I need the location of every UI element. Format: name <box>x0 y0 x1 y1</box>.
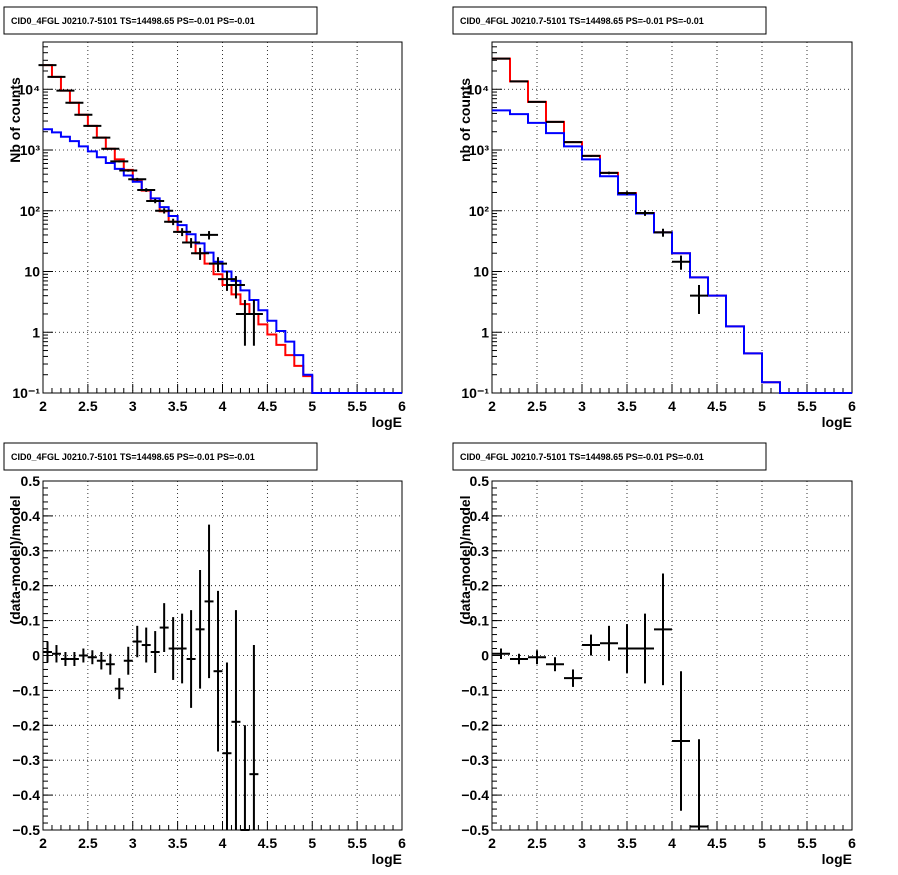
y-tick-label: 0.5 <box>21 473 41 489</box>
x-tick-label: 3.5 <box>168 398 188 414</box>
x-axis-title: logE <box>822 414 852 430</box>
x-tick-label: 3 <box>578 835 586 851</box>
x-tick-label: 5.5 <box>797 398 817 414</box>
plot-frame <box>42 480 403 831</box>
y-tick-label: −0.2 <box>12 717 40 733</box>
y-tick-label: 10⁻¹ <box>12 385 40 401</box>
x-tick-label: 3.5 <box>617 835 637 851</box>
y-tick-label: 10³ <box>469 142 490 158</box>
chart-title: CID0_4FGL J0210.7-5101 TS=14498.65 PS=-0… <box>460 16 704 26</box>
x-tick-label: 5 <box>758 398 766 414</box>
chart-title-box <box>452 442 767 471</box>
x-tick-label: 6 <box>848 835 856 851</box>
y-tick-label: 0.4 <box>21 508 41 524</box>
x-tick-label: 6 <box>398 398 406 414</box>
y-tick-label: 0.1 <box>21 613 41 629</box>
y-tick-label: −0.1 <box>461 682 489 698</box>
y-axis-title: nb of counts <box>457 78 473 162</box>
x-tick-label: 4.5 <box>258 835 278 851</box>
y-tick-label: 1 <box>481 324 489 340</box>
x-tick-label: 5 <box>308 398 316 414</box>
y-tick-label: −0.5 <box>12 822 40 838</box>
y-tick-label: −0.5 <box>461 822 489 838</box>
x-tick-label: 2 <box>39 835 47 851</box>
y-tick-label: 10³ <box>20 142 41 158</box>
y-tick-label: 10 <box>24 264 40 280</box>
x-tick-label: 2 <box>488 398 496 414</box>
x-tick-label: 5.5 <box>797 835 817 851</box>
x-tick-label: 4.5 <box>258 398 278 414</box>
x-axis-title: logE <box>372 414 402 430</box>
chart-panel-tl: 2 2.5 3 3.5 4 4.5 5 5.5 6 10⁻¹ 1 10 10² 10³ 10⁴ CID0_4F… <box>3 6 406 430</box>
chart-title-box <box>452 6 767 35</box>
y-tick-label: −0.3 <box>12 752 40 768</box>
y-tick-label: −0.3 <box>461 752 489 768</box>
x-tick-label: 5 <box>758 835 766 851</box>
x-tick-label: 5 <box>308 835 316 851</box>
x-tick-label: 2 <box>488 835 496 851</box>
x-tick-label: 3.5 <box>168 835 188 851</box>
x-tick-label: 2.5 <box>527 398 547 414</box>
y-tick-label: −0.1 <box>12 682 40 698</box>
y-tick-label: 10⁻¹ <box>461 385 489 401</box>
chart-title-box <box>3 442 318 471</box>
y-axis-title: (data-model)/model <box>7 495 23 624</box>
x-tick-label: 4 <box>668 835 676 851</box>
chart-panel-br: 2 2.5 3 3.5 4 4.5 5 5.5 6 −0.5 −0.4 −0.3 −0.2 −0.1 0 0.… <box>452 442 856 867</box>
x-tick-label: 4 <box>219 398 227 414</box>
y-tick-label: 10² <box>469 203 490 219</box>
x-tick-label: 4.5 <box>707 398 727 414</box>
x-axis-title: logE <box>822 851 852 867</box>
x-tick-label: 3.5 <box>617 398 637 414</box>
x-tick-label: 5.5 <box>347 835 367 851</box>
x-tick-label: 3 <box>129 835 137 851</box>
chart-title: CID0_4FGL J0210.7-5101 TS=14498.65 PS=-0… <box>11 452 255 462</box>
y-tick-label: 1 <box>32 324 40 340</box>
chart-panel-tr: 2 2.5 3 3.5 4 4.5 5 5.5 6 10⁻¹ 1 10 10² 10³ 10⁴ CID0_4F… <box>452 6 856 430</box>
x-tick-label: 2 <box>39 398 47 414</box>
histogram-series-1 <box>43 128 402 394</box>
y-tick-label: −0.4 <box>12 787 40 803</box>
x-tick-label: 2.5 <box>527 835 547 851</box>
y-tick-label: 10 <box>473 264 489 280</box>
y-tick-label: 0.3 <box>21 543 41 559</box>
chart-title: CID0_4FGL J0210.7-5101 TS=14498.65 PS=-0… <box>460 452 704 462</box>
y-tick-label: −0.2 <box>461 717 489 733</box>
x-axis-title: logE <box>372 851 402 867</box>
y-axis-title: Nb of counts <box>7 77 23 163</box>
y-tick-label: −0.4 <box>461 787 489 803</box>
y-tick-label: 0.5 <box>470 473 490 489</box>
x-tick-label: 3 <box>578 398 586 414</box>
x-tick-label: 6 <box>848 398 856 414</box>
y-tick-label: 10⁴ <box>18 81 41 97</box>
chart-panel-bl: 2 2.5 3 3.5 4 4.5 5 5.5 6 −0.5 −0.4 −0.3 −0.2 −0.1 0 0.… <box>3 442 406 867</box>
x-tick-label: 2.5 <box>78 835 98 851</box>
y-tick-label: 0 <box>32 648 40 664</box>
x-tick-label: 3 <box>129 398 137 414</box>
y-tick-label: 0.2 <box>470 578 490 594</box>
x-tick-label: 4 <box>668 398 676 414</box>
y-tick-label: 0.2 <box>21 578 41 594</box>
chart-title: CID0_4FGL J0210.7-5101 TS=14498.65 PS=-0… <box>11 16 255 26</box>
y-tick-label: 0.1 <box>470 613 490 629</box>
x-tick-label: 4 <box>219 835 227 851</box>
y-tick-label: 10⁴ <box>467 81 490 97</box>
x-tick-label: 5.5 <box>347 398 367 414</box>
y-tick-label: 0.3 <box>470 543 490 559</box>
x-tick-label: 2.5 <box>78 398 98 414</box>
y-tick-label: 10² <box>20 203 41 219</box>
y-axis-title: (data-model)/model <box>457 495 473 624</box>
chart-title-box <box>3 6 318 35</box>
x-tick-label: 4.5 <box>707 835 727 851</box>
y-tick-label: 0 <box>481 648 489 664</box>
x-tick-label: 6 <box>398 835 406 851</box>
y-tick-label: 0.4 <box>470 508 490 524</box>
